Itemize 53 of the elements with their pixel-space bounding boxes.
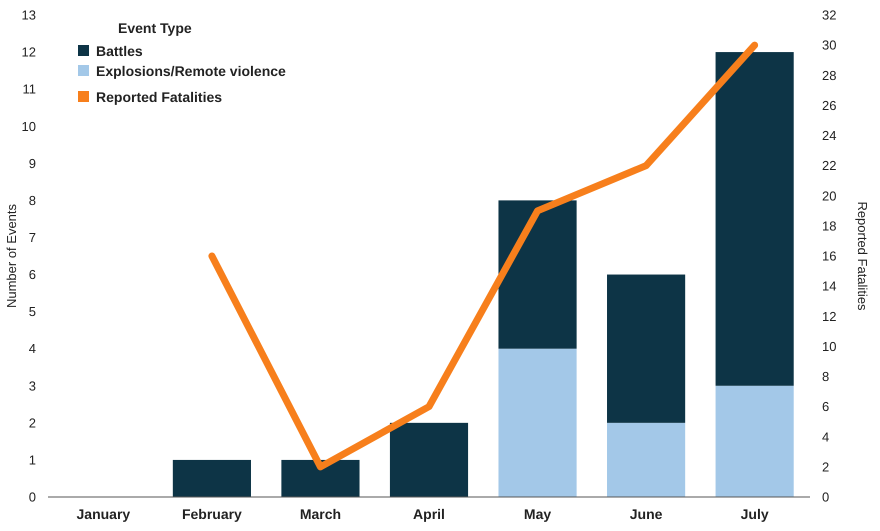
y-tick-label: 6 [28,267,36,282]
bar [281,460,360,497]
y-tick-label: 9 [28,156,36,171]
legend-label: Reported Fatalities [96,88,222,105]
y2-tick-label: 4 [822,429,830,444]
y-tick-label: 3 [28,378,36,394]
y-tick-label: 8 [28,192,36,208]
y2-tick-label: 32 [822,8,836,23]
y-tick-label: 1 [28,452,36,468]
bar [390,422,468,497]
y-tick-label: 13 [22,8,36,23]
y-tick-label: 11 [22,82,36,97]
y2-tick-label: 26 [822,98,836,113]
bar [716,52,794,386]
bar [607,274,686,423]
y2-tick-label: 10 [822,338,836,354]
y2-axis-title: Reported Fatalities [855,201,870,312]
x-tick-label: February [182,506,242,522]
bar [498,348,577,497]
y2-tick-label: 28 [822,68,836,83]
y2-tick-label: 20 [822,188,836,204]
x-tick-label: January [76,506,130,522]
legend-label: Explosions/Remote violence [96,62,286,79]
y2-tick-label: 8 [822,369,830,384]
y2-tick-label: 18 [822,218,836,234]
y2-tick-label: 6 [822,399,830,414]
y-tick-label: 7 [28,230,36,246]
y2-tick-label: 14 [822,278,836,294]
y-axis-title: Number of Events [4,203,19,308]
y2-tick-label: 2 [822,459,830,474]
y-tick-label: 2 [28,415,36,430]
bar [607,422,686,497]
x-tick-label: May [524,506,552,522]
y2-tick-label: 16 [822,248,836,264]
y-tick-label: 4 [28,341,36,356]
y2-tick-label: 24 [822,128,836,144]
bar [498,200,577,349]
y2-tick-label: 0 [822,490,830,505]
legend-label: Battles [96,42,143,59]
y2-tick-label: 30 [822,38,836,53]
y-tick-label: 0 [28,490,36,505]
y-tick-label: 10 [22,118,36,134]
x-tick-label: June [630,506,663,522]
bar [716,386,794,497]
y2-tick-label: 12 [822,308,836,324]
y2-tick-label: 22 [822,158,836,174]
bar [172,460,251,497]
x-tick-label: July [740,506,769,522]
x-tick-label: March [300,506,342,522]
x-tick-label: April [413,506,445,522]
legend-title: Event Type [118,20,192,36]
y-tick-label: 5 [28,304,36,320]
y-tick-label: 12 [22,44,36,60]
